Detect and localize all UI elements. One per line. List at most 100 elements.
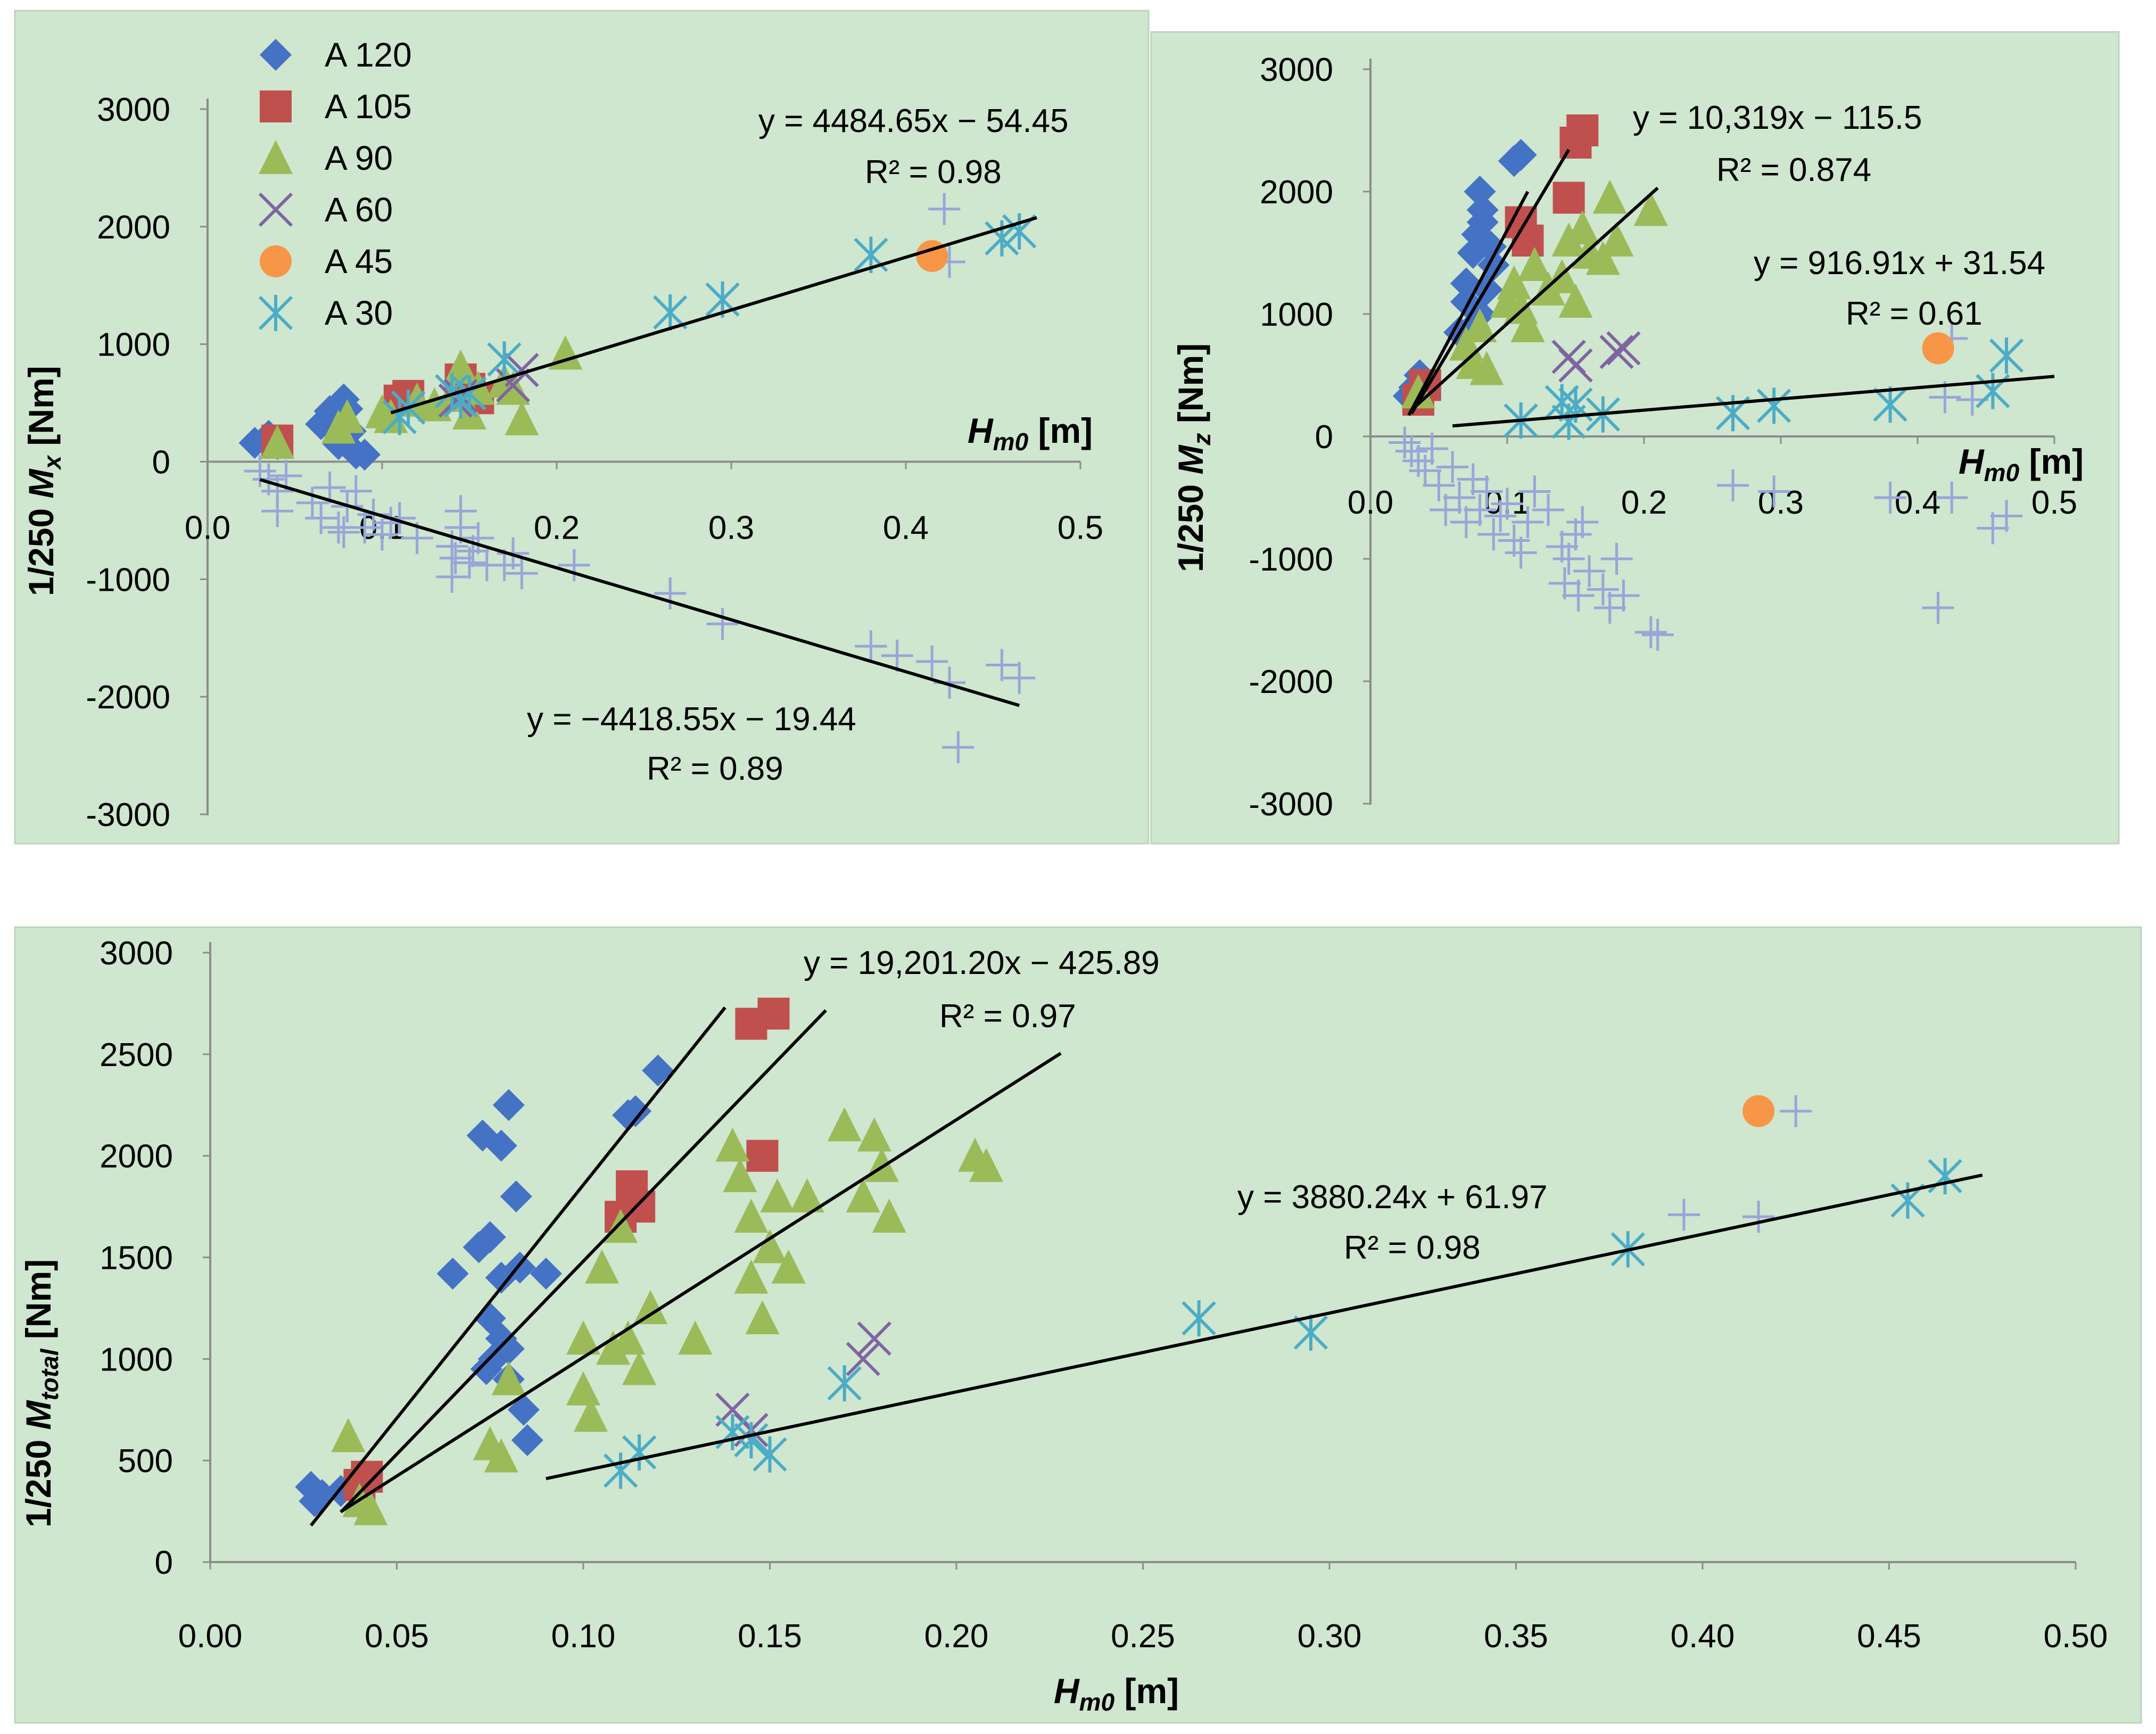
r2-text: R² = 0.89	[647, 750, 783, 787]
data-point-a-60	[495, 368, 531, 403]
data-point-a-30	[1989, 337, 2024, 374]
data-point-a-30	[1293, 1314, 1328, 1351]
y-tick-label: 2000	[100, 1138, 173, 1175]
data-point-a-90	[566, 1371, 600, 1406]
x-axis-title-mx: Hm0 [m]	[968, 411, 1093, 456]
data-point-a-90	[496, 370, 530, 405]
data-point-negative	[1491, 488, 1523, 520]
legend-marker-circle	[260, 245, 292, 277]
data-point-negative	[1471, 475, 1503, 508]
x-tick-label: 0.25	[1111, 1618, 1175, 1655]
data-point-a-30	[1182, 1300, 1216, 1336]
data-point-negative	[558, 549, 590, 581]
data-point-a-30	[487, 341, 522, 378]
data-point-a-120	[474, 1221, 506, 1253]
data-point-a-90	[353, 1491, 388, 1525]
trendline	[309, 1006, 726, 1527]
data-point-negative	[1641, 618, 1674, 651]
data-point-a-45	[1922, 332, 1954, 365]
y-tick-label: 2000	[97, 209, 170, 246]
y-tick-label: 0	[1315, 419, 1333, 456]
data-point-negative	[1464, 494, 1496, 526]
data-point-negative	[1742, 1201, 1775, 1233]
data-point-a-90	[604, 1209, 638, 1243]
data-point-a-105	[1511, 225, 1544, 257]
data-point-a-30	[753, 1436, 787, 1473]
data-point-negative	[340, 475, 372, 507]
series-a-120	[295, 1054, 674, 1517]
data-point-a-90	[790, 1178, 824, 1212]
x-tick-label: 0.15	[738, 1618, 802, 1655]
trendline	[546, 1173, 1983, 1481]
x-tick-label: 0.45	[1857, 1618, 1921, 1655]
data-point-negative	[462, 522, 494, 555]
data-point-a-90	[365, 394, 399, 428]
y-tick-label: 3000	[100, 935, 173, 972]
data-point-negative	[436, 560, 468, 593]
data-point-a-60	[846, 1342, 880, 1376]
data-point-negative	[506, 557, 538, 590]
data-point-a-105	[746, 1140, 779, 1172]
data-point-a-105	[1552, 181, 1585, 214]
data-point-a-120	[511, 1424, 543, 1456]
data-point-a-90	[596, 1331, 631, 1365]
x-tick-label: 0.20	[924, 1618, 989, 1655]
data-point-a-90	[734, 1259, 769, 1294]
data-point-negative	[244, 455, 276, 488]
legend-item-a-105: A 105	[260, 87, 412, 126]
y-tick-label: -2000	[1249, 664, 1333, 700]
legend-item-a-30: A 30	[258, 294, 393, 332]
data-point-a-90	[715, 1127, 750, 1162]
data-point-a-90	[753, 1229, 787, 1264]
equation-mx-upper: y = 4484.65x − 54.45 R² = 0.98	[758, 103, 1069, 191]
data-point-a-120	[619, 1095, 652, 1127]
data-point-a-30	[622, 1434, 657, 1471]
data-point-negative	[1546, 531, 1578, 563]
chart-mtotal: 0 500 1000 1500 2000 2500 3000 0.00 0.05 0.10 0.15…	[100, 935, 2108, 1655]
data-point-negative	[654, 577, 687, 609]
y-tick-label: -1000	[86, 562, 170, 598]
data-point-negative	[349, 511, 381, 544]
legend-marker-square	[260, 90, 292, 122]
series-a-60	[1551, 331, 1641, 383]
data-point-a-90	[1565, 210, 1600, 244]
data-point-a-30	[1757, 387, 1791, 424]
data-point-negative	[1505, 536, 1537, 569]
legend-marker-diamond	[260, 39, 292, 71]
data-point-a-90	[484, 1438, 518, 1473]
x-tick-label: 0.40	[1671, 1618, 1735, 1655]
y-tick-label: 0	[152, 444, 170, 481]
data-point-a-120	[492, 1089, 525, 1121]
data-point-negative	[1573, 555, 1606, 587]
data-point-a-90	[734, 1199, 769, 1233]
data-point-negative	[1717, 469, 1749, 501]
equation-text: y = 10,319x − 115.5	[1633, 100, 1922, 136]
trendline	[340, 1009, 827, 1514]
data-point-a-90	[330, 399, 365, 433]
y-tick-label: 1000	[1260, 296, 1333, 333]
data-point-a-30	[734, 1422, 769, 1458]
x-tick-label: 0.0	[185, 510, 230, 547]
data-point-a-30	[985, 220, 1019, 257]
data-point-negative	[1922, 592, 1954, 624]
y-tick-label: 3000	[1260, 52, 1333, 88]
legend: A 120 A 105 A 90 A 60 A 45 A 30	[258, 36, 412, 332]
data-point-a-120	[530, 1258, 562, 1290]
trendline	[1407, 191, 1530, 416]
data-point-a-90	[723, 1158, 757, 1192]
y-axis-title-mz: 1/250 Mz [Nm]	[1171, 343, 1216, 572]
data-point-a-60	[857, 1322, 891, 1356]
equation-text: y = 3880.24x + 61.97	[1237, 1179, 1548, 1216]
legend-item-a-60: A 60	[258, 191, 393, 229]
series-a-30	[603, 1158, 1962, 1489]
data-point-a-90	[1497, 265, 1531, 300]
data-point-negative	[1389, 426, 1421, 459]
legend-marker-triangle	[259, 140, 293, 174]
equation-mz-lower: y = 916.91x + 31.54 R² = 0.61	[1754, 245, 2045, 332]
data-point-negative	[444, 495, 477, 527]
data-point-negative	[1990, 500, 2023, 532]
x-tick-label: 0.4	[1895, 484, 1940, 521]
y-tick-label: -3000	[86, 797, 170, 833]
data-point-a-120	[485, 1129, 517, 1162]
